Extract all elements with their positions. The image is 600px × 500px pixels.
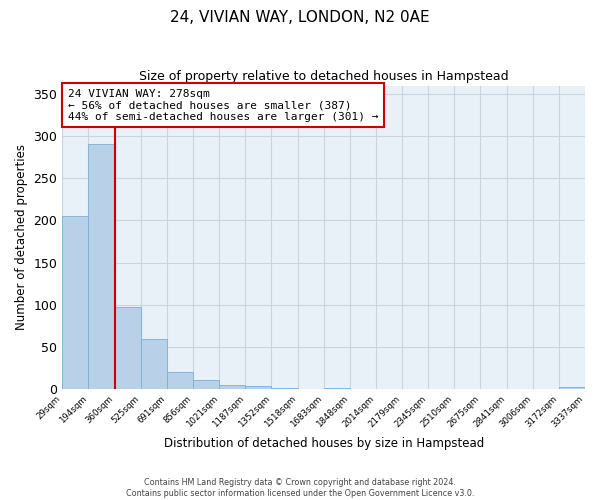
X-axis label: Distribution of detached houses by size in Hampstead: Distribution of detached houses by size …	[164, 437, 484, 450]
Bar	[88, 144, 115, 389]
Bar	[167, 372, 193, 389]
Bar	[62, 216, 88, 389]
Text: 24 VIVIAN WAY: 278sqm
← 56% of detached houses are smaller (387)
44% of semi-det: 24 VIVIAN WAY: 278sqm ← 56% of detached …	[68, 88, 378, 122]
Bar	[193, 380, 219, 389]
Y-axis label: Number of detached properties: Number of detached properties	[15, 144, 28, 330]
Title: Size of property relative to detached houses in Hampstead: Size of property relative to detached ho…	[139, 70, 508, 83]
Bar	[219, 384, 245, 389]
Text: 24, VIVIAN WAY, LONDON, N2 0AE: 24, VIVIAN WAY, LONDON, N2 0AE	[170, 10, 430, 25]
Bar	[559, 387, 585, 389]
Bar	[323, 388, 350, 389]
Bar	[271, 388, 298, 389]
Text: Contains HM Land Registry data © Crown copyright and database right 2024.
Contai: Contains HM Land Registry data © Crown c…	[126, 478, 474, 498]
Bar	[245, 386, 271, 389]
Bar	[140, 339, 167, 389]
Bar	[115, 307, 140, 389]
